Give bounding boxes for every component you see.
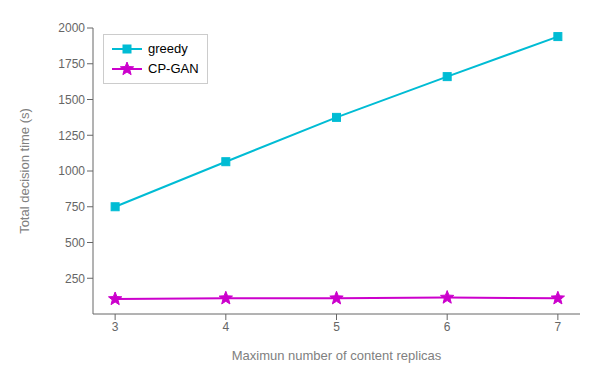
svg-text:1250: 1250 xyxy=(58,129,85,143)
svg-text:Total decision time (s): Total decision time (s) xyxy=(17,108,32,234)
svg-text:4: 4 xyxy=(222,320,229,334)
svg-text:750: 750 xyxy=(65,200,85,214)
svg-text:1750: 1750 xyxy=(58,57,85,71)
svg-text:7: 7 xyxy=(555,320,562,334)
svg-text:3: 3 xyxy=(112,320,119,334)
html-text:greedy: greedy xyxy=(148,41,188,56)
svg-text:Maximun number of content repl: Maximun number of content replicas xyxy=(232,348,442,363)
svg-text:5: 5 xyxy=(333,320,340,334)
svg-text:6: 6 xyxy=(444,320,451,334)
svg-text:250: 250 xyxy=(65,272,85,286)
html-text:CP-GAN: CP-GAN xyxy=(148,61,199,76)
svg-text:1500: 1500 xyxy=(58,93,85,107)
svg-text:1000: 1000 xyxy=(58,164,85,178)
svg-text:500: 500 xyxy=(65,236,85,250)
svg-text:2000: 2000 xyxy=(58,21,85,35)
